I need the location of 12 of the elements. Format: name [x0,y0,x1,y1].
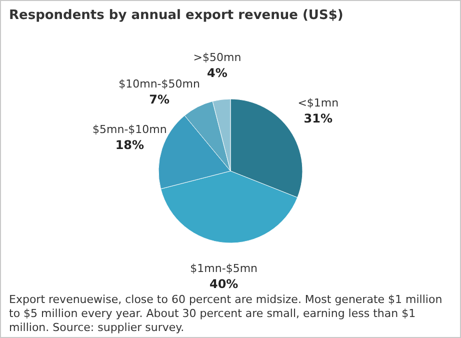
slice-label: $10mn-$50mn [118,77,200,90]
chart-title: Respondents by annual export revenue (US$) [9,8,344,23]
data-label: 31% [304,111,333,126]
data-label: 4% [207,66,228,80]
slice-label: $5mn-$10mn [92,123,167,136]
slice-label: $1mn-$5mn [190,262,258,275]
text: Export revenuewise, close to 60 percent are midsize. Most generate $1 million to $5 million every year. About 30 percent are small, earning less than $1 million. Source: supplier survey. [9,293,444,335]
slice-label: >$50mn [193,50,242,64]
data-label: 7% [149,92,170,106]
data-label: 40% [209,276,238,291]
data-label: 18% [115,138,144,152]
slice-label: <$1mn [298,96,339,110]
